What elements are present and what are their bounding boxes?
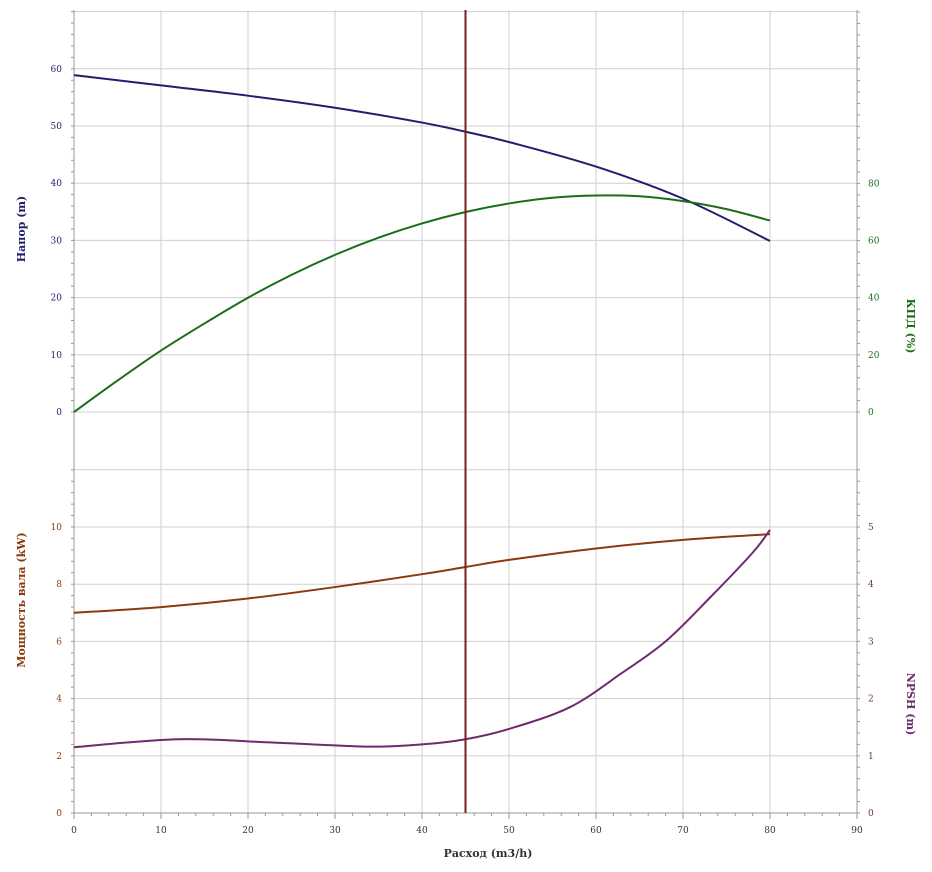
npsh-tick-label: 4 <box>868 580 874 590</box>
power-tick-label: 2 <box>56 752 62 762</box>
efficiency-tick-label: 20 <box>868 351 880 361</box>
power-tick-label: 10 <box>51 523 63 533</box>
y-axis-title-head: Напор (m) <box>15 196 28 262</box>
x-tick-label: 30 <box>329 826 341 836</box>
y-axis-title-power: Мощность вала (kW) <box>15 532 28 667</box>
x-tick-label: 20 <box>242 826 254 836</box>
head-tick-label: 20 <box>51 294 63 304</box>
npsh-tick-label: 0 <box>868 809 874 819</box>
x-axis-title: Расход (m3/h) <box>444 847 533 860</box>
head-tick-label: 50 <box>51 122 63 132</box>
x-tick-label: 40 <box>416 826 428 836</box>
efficiency-tick-label: 40 <box>868 294 880 304</box>
power-tick-label: 0 <box>56 809 62 819</box>
tick-labels: 0 10 20 30 40 50 60 70 80 90010203040506002040608… <box>51 65 880 836</box>
efficiency-tick-label: 0 <box>868 408 874 418</box>
x-tick-label: 10 <box>155 826 167 836</box>
efficiency-curve <box>73 194 771 413</box>
head-tick-label: 40 <box>51 179 63 189</box>
x-tick-label: 60 <box>590 826 602 836</box>
y-axis-title-npsh: NPSH (m) <box>904 673 917 736</box>
x-tick-label: 70 <box>677 826 689 836</box>
npsh-tick-label: 3 <box>868 637 874 647</box>
efficiency-tick-label: 60 <box>868 237 880 247</box>
power-tick-label: 8 <box>56 580 62 590</box>
series-lines <box>73 10 771 813</box>
npsh-tick-label: 5 <box>868 523 874 533</box>
x-tick-label: 0 <box>71 826 77 836</box>
head-tick-label: 10 <box>51 351 63 361</box>
npsh-curve <box>73 529 771 749</box>
x-tick-label: 80 <box>764 826 776 836</box>
x-tick-label: 90 <box>851 826 863 836</box>
efficiency-tick-label: 80 <box>868 179 880 189</box>
head-tick-label: 0 <box>56 408 62 418</box>
npsh-tick-label: 1 <box>868 752 874 762</box>
head-tick-label: 30 <box>51 236 63 246</box>
power-curve <box>73 533 771 614</box>
x-tick-label: 50 <box>503 826 515 836</box>
power-tick-label: 6 <box>56 637 62 647</box>
power-tick-label: 4 <box>56 695 62 705</box>
head-tick-label: 60 <box>51 65 63 75</box>
npsh-tick-label: 2 <box>868 695 874 705</box>
head-curve <box>73 74 771 242</box>
y-axis-title-efficiency: КПД (%) <box>904 299 917 354</box>
